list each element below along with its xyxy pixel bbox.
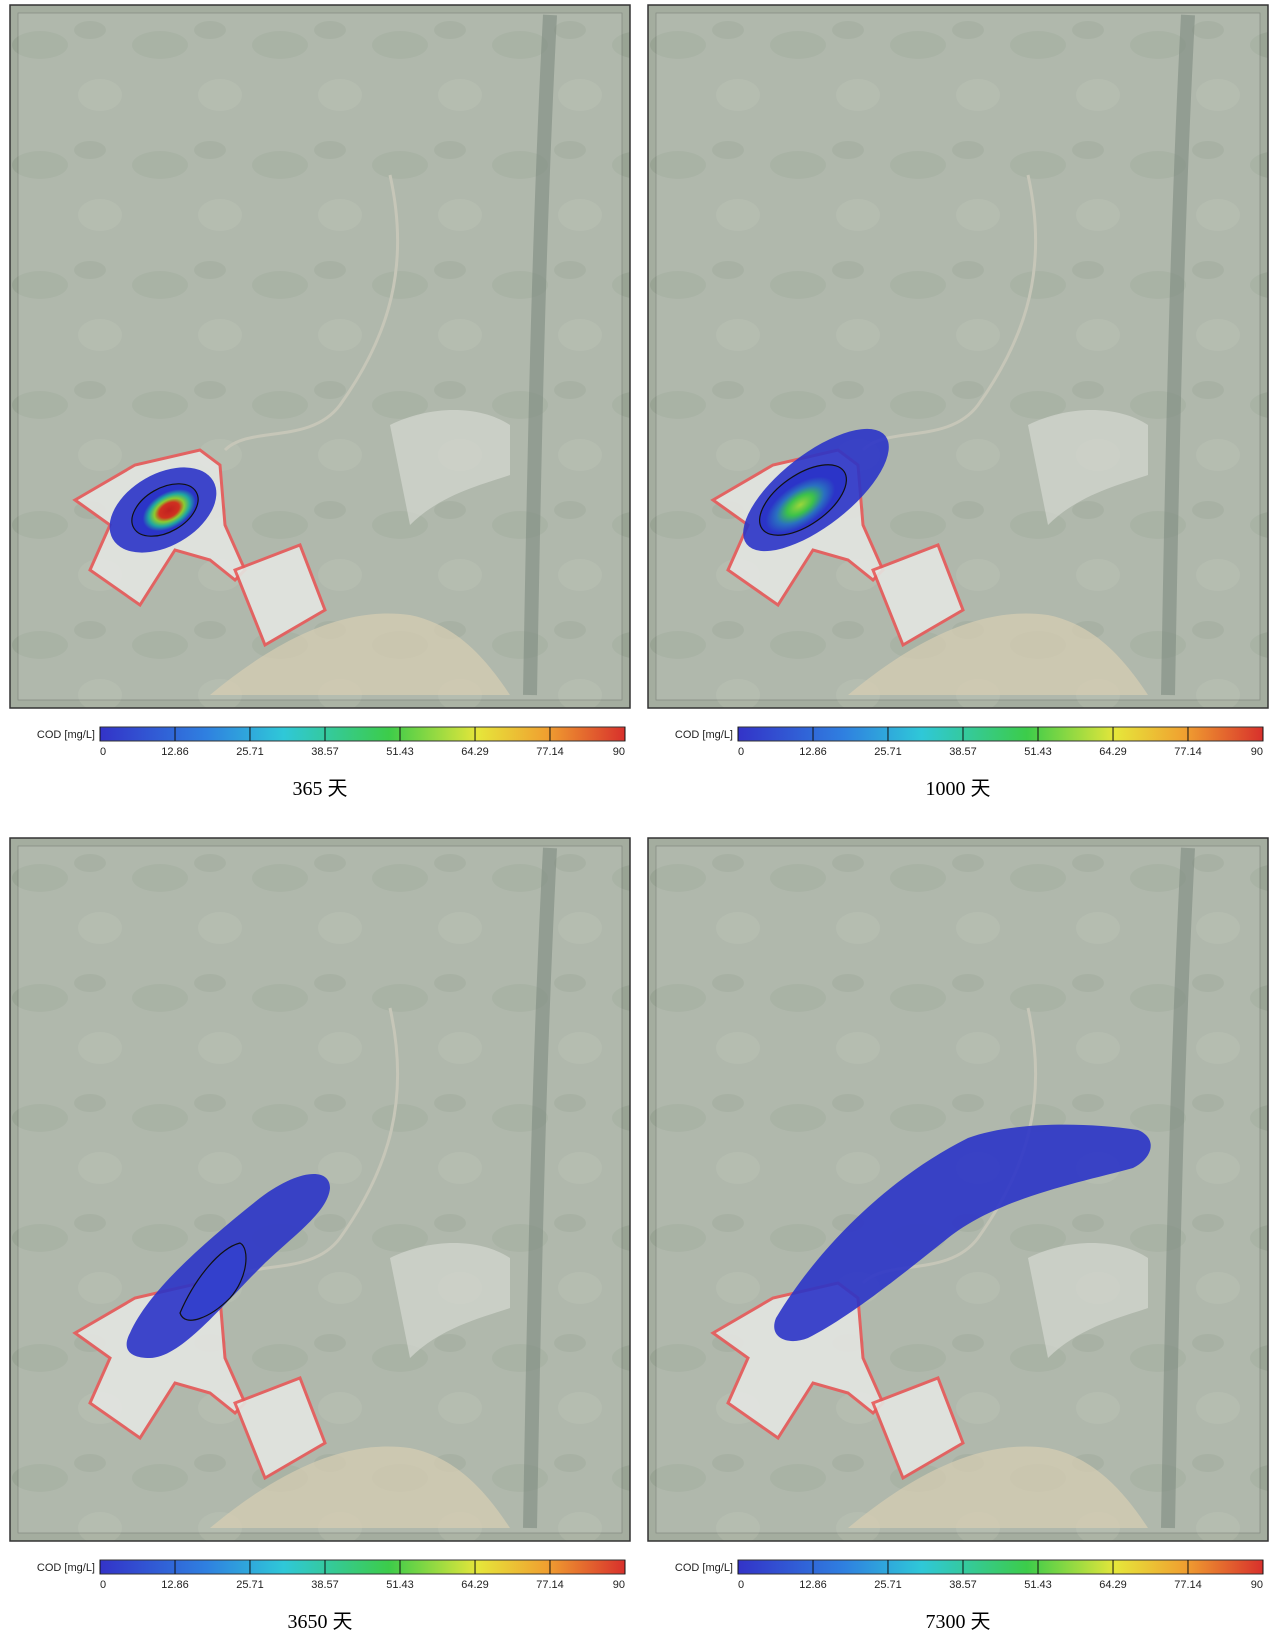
colorbar-tick-label: 38.57 xyxy=(311,1579,339,1591)
caption: 365 天 xyxy=(293,778,348,800)
colorbar-tick-label: 0 xyxy=(100,746,106,758)
colorbar-tick-label: 0 xyxy=(738,1579,744,1591)
colorbar-label: COD [mg/L] xyxy=(37,729,95,741)
panel: COD [mg/L] 0 12.86 25.71 38.57 51.43 64.29 77.1… xyxy=(648,5,1268,800)
colorbar-tick-label: 12.86 xyxy=(161,1579,189,1591)
colorbar-tick-label: 77.14 xyxy=(536,1579,564,1591)
colorbar-tick-label: 90 xyxy=(613,1579,625,1591)
colorbar-tick-label: 38.57 xyxy=(311,746,339,758)
colorbar-tick-label: 0 xyxy=(738,746,744,758)
colorbar xyxy=(100,1560,625,1574)
colorbar-tick-label: 51.43 xyxy=(386,746,414,758)
colorbar-label: COD [mg/L] xyxy=(675,729,733,741)
colorbar-tick-label: 0 xyxy=(100,1579,106,1591)
colorbar-tick-label: 25.71 xyxy=(236,746,264,758)
colorbar-tick-label: 77.14 xyxy=(1174,746,1202,758)
colorbar-tick-label: 90 xyxy=(613,746,625,758)
panel: COD [mg/L] 0 12.86 25.71 38.57 51.43 64.29 77.1… xyxy=(10,838,630,1633)
colorbar-tick-label: 64.29 xyxy=(461,746,489,758)
colorbar-tick-label: 25.71 xyxy=(874,1579,902,1591)
panel: COD [mg/L] 0 12.86 25.71 38.57 51.43 64.29 77.1… xyxy=(10,5,630,800)
caption: 7300 天 xyxy=(926,1611,991,1633)
colorbar-tick-label: 38.57 xyxy=(949,746,977,758)
colorbar xyxy=(100,727,625,741)
caption: 1000 天 xyxy=(926,778,991,800)
page: COD [mg/L] 0 12.86 25.71 38.57 51.43 64.29 77.1… xyxy=(0,0,1271,1636)
colorbar-label: COD [mg/L] xyxy=(675,1562,733,1574)
colorbar-tick-label: 12.86 xyxy=(161,746,189,758)
colorbar-tick-label: 51.43 xyxy=(1024,746,1052,758)
colorbar-tick-label: 12.86 xyxy=(799,1579,827,1591)
panel: COD [mg/L] 0 12.86 25.71 38.57 51.43 64.29 77.1… xyxy=(648,838,1268,1633)
colorbar-label: COD [mg/L] xyxy=(37,1562,95,1574)
colorbar-tick-label: 64.29 xyxy=(1099,746,1127,758)
colorbar-tick-label: 51.43 xyxy=(1024,1579,1052,1591)
colorbar-tick-label: 12.86 xyxy=(799,746,827,758)
colorbar-tick-label: 25.71 xyxy=(874,746,902,758)
figure: COD [mg/L] 0 12.86 25.71 38.57 51.43 64.29 77.1… xyxy=(0,0,1271,1636)
colorbar xyxy=(738,1560,1263,1574)
colorbar-tick-label: 77.14 xyxy=(1174,1579,1202,1591)
colorbar xyxy=(738,727,1263,741)
colorbar-tick-label: 64.29 xyxy=(461,1579,489,1591)
colorbar-tick-label: 77.14 xyxy=(536,746,564,758)
caption: 3650 天 xyxy=(288,1611,353,1633)
colorbar-tick-label: 51.43 xyxy=(386,1579,414,1591)
colorbar-tick-label: 38.57 xyxy=(949,1579,977,1591)
colorbar-tick-label: 64.29 xyxy=(1099,1579,1127,1591)
colorbar-tick-label: 90 xyxy=(1251,746,1263,758)
colorbar-tick-label: 90 xyxy=(1251,1579,1263,1591)
colorbar-tick-label: 25.71 xyxy=(236,1579,264,1591)
